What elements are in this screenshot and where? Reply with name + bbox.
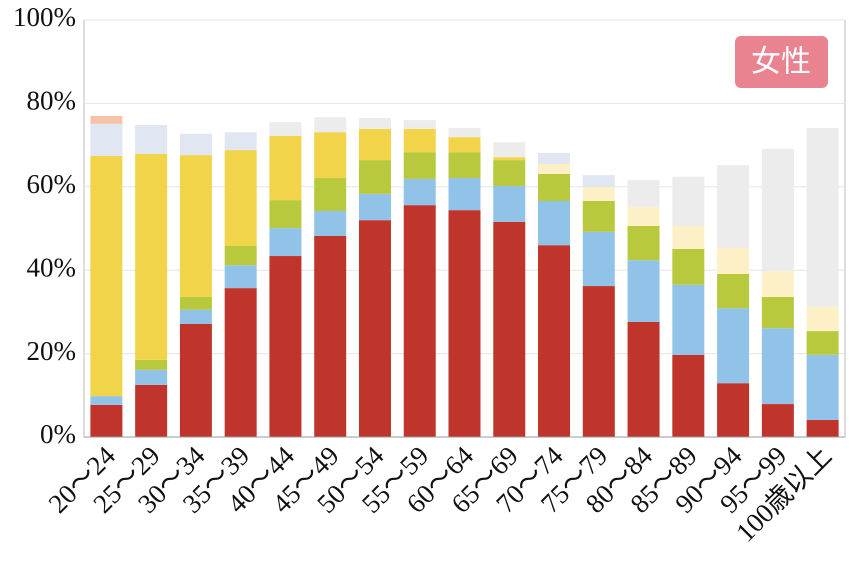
bar-segment: [582, 186, 615, 201]
bar-segment: [717, 165, 750, 249]
bar-segment: [493, 157, 526, 161]
bar-segment: [314, 117, 347, 133]
bar-segment: [806, 306, 839, 332]
y-tick-label: 80%: [27, 86, 77, 116]
bar-segment: [358, 193, 391, 221]
bar-segment: [717, 383, 750, 437]
bar-segment: [269, 228, 302, 257]
bar-segment: [90, 155, 123, 397]
bar-segment: [448, 210, 481, 437]
bar-segment: [806, 354, 839, 420]
bar-segment: [493, 221, 526, 437]
bar-segment: [135, 359, 168, 370]
bar-segment: [403, 120, 436, 129]
bar-segment: [403, 178, 436, 206]
bar-segment: [358, 160, 391, 194]
bar-segment: [761, 328, 794, 405]
bar-segment: [448, 137, 481, 153]
bar-segment: [717, 308, 750, 384]
bar-segment: [269, 135, 302, 201]
bar-segment: [538, 153, 571, 164]
bar-segment: [403, 128, 436, 153]
bar-segment: [179, 323, 212, 437]
y-tick-label: 20%: [27, 336, 77, 366]
bar-segment: [269, 256, 302, 437]
bar-segment: [538, 163, 571, 174]
bar-segment: [627, 321, 660, 437]
y-tick-label: 60%: [27, 169, 77, 199]
bar-segment: [90, 115, 123, 124]
bar-segment: [403, 152, 436, 179]
bar-segment: [448, 128, 481, 138]
bar-segment: [358, 128, 391, 161]
bar-segment: [627, 206, 660, 226]
bar-segment: [90, 123, 123, 156]
annotation-box: [735, 36, 828, 88]
annotation: 女性: [751, 45, 811, 80]
bar-segment: [806, 419, 839, 437]
bar-segment: [269, 200, 302, 229]
bar-segment: [224, 132, 257, 151]
bar-segment: [179, 155, 212, 297]
bar-segment: [761, 271, 794, 297]
bar-segment: [314, 132, 347, 179]
bar-segment: [90, 396, 123, 405]
bar-segment: [135, 153, 168, 360]
y-tick-label: 0%: [40, 419, 76, 449]
bar-segment: [672, 354, 705, 437]
bar-segment: [672, 225, 705, 249]
bar-segment: [135, 369, 168, 385]
bar-segment: [627, 180, 660, 207]
bar-segment: [582, 200, 615, 232]
bar-segment: [538, 245, 571, 437]
bar-segment: [806, 331, 839, 355]
bar-segment: [90, 404, 123, 437]
bar-segment: [403, 205, 436, 437]
bar-segment: [538, 173, 571, 201]
bar-segment: [314, 178, 347, 211]
bar-segment: [538, 200, 571, 246]
bar-segment: [224, 265, 257, 289]
bar-segment: [493, 160, 526, 186]
bar-segment: [224, 246, 257, 266]
bar-segment: [493, 142, 526, 158]
bar-segment: [269, 122, 302, 136]
bar-segment: [582, 286, 615, 437]
bar-segment: [761, 148, 794, 272]
bar-segment: [582, 231, 615, 287]
bar-segment: [224, 150, 257, 247]
bar-segment: [627, 260, 660, 322]
bar-segment: [224, 288, 257, 437]
bar-segment: [358, 117, 391, 129]
y-tick-label: 40%: [27, 252, 77, 282]
bar-segment: [448, 178, 481, 211]
y-tick-label: 100%: [13, 2, 76, 32]
bar-segment: [314, 210, 347, 237]
bar-segment: [582, 175, 615, 187]
bar-segment: [717, 273, 750, 309]
bar-segment: [135, 384, 168, 437]
bar-segment: [448, 152, 481, 179]
bar-segment: [358, 220, 391, 437]
bar-segment: [717, 248, 750, 274]
bar-segment: [672, 248, 705, 285]
bar-segment: [135, 125, 168, 154]
bar-segment: [672, 284, 705, 355]
bar-segment: [672, 176, 705, 226]
bar-segment: [806, 128, 839, 307]
bar-segment: [761, 404, 794, 437]
bar-segment: [179, 296, 212, 310]
bar-segment: [761, 296, 794, 329]
bar-segment: [314, 236, 347, 437]
bar-segment: [179, 133, 212, 156]
bar-segment: [179, 309, 212, 324]
bar-segment: [493, 185, 526, 222]
bar-segment: [627, 225, 660, 261]
